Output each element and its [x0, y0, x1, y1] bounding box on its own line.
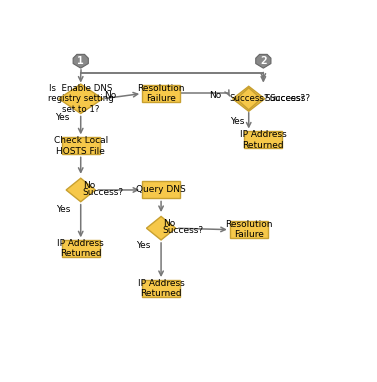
Polygon shape	[66, 178, 95, 202]
Text: No: No	[83, 181, 95, 190]
Text: IP Address
Returned: IP Address Returned	[240, 130, 287, 150]
FancyBboxPatch shape	[62, 240, 100, 257]
FancyBboxPatch shape	[62, 137, 100, 154]
Text: No: No	[104, 91, 116, 100]
Polygon shape	[256, 54, 271, 68]
Polygon shape	[73, 54, 88, 68]
Text: Check Local
HOSTS File: Check Local HOSTS File	[54, 136, 108, 155]
Text: Resolution
Failure: Resolution Failure	[225, 220, 273, 240]
Text: Success?: Success?	[229, 94, 268, 103]
Polygon shape	[236, 88, 261, 110]
Text: Success?: Success?	[82, 188, 123, 197]
Text: Is  Enable DNS
registry setting
set to 1?: Is Enable DNS registry setting set to 1?	[48, 84, 113, 114]
FancyBboxPatch shape	[142, 280, 180, 297]
FancyBboxPatch shape	[142, 85, 180, 102]
Text: No: No	[209, 91, 221, 100]
FancyBboxPatch shape	[142, 181, 180, 199]
FancyBboxPatch shape	[244, 131, 282, 149]
Polygon shape	[233, 86, 265, 111]
Text: 2: 2	[260, 56, 267, 66]
Text: Success?: Success?	[269, 94, 310, 103]
Text: Resolution
Failure: Resolution Failure	[137, 84, 185, 103]
FancyBboxPatch shape	[230, 221, 268, 238]
Polygon shape	[146, 217, 176, 240]
Text: Yes: Yes	[136, 241, 151, 250]
Text: Yes: Yes	[230, 117, 244, 126]
Text: Yes: Yes	[55, 113, 70, 122]
Text: No: No	[163, 219, 176, 228]
Text: Query DNS: Query DNS	[136, 186, 186, 194]
Text: IP Address
Returned: IP Address Returned	[57, 239, 104, 259]
Text: IP Address
Returned: IP Address Returned	[138, 279, 184, 298]
Text: Yes: Yes	[56, 205, 70, 214]
Text: Success?: Success?	[162, 226, 203, 235]
Polygon shape	[59, 84, 103, 113]
Text: Success?: Success?	[265, 94, 306, 103]
Text: 1: 1	[77, 56, 84, 66]
